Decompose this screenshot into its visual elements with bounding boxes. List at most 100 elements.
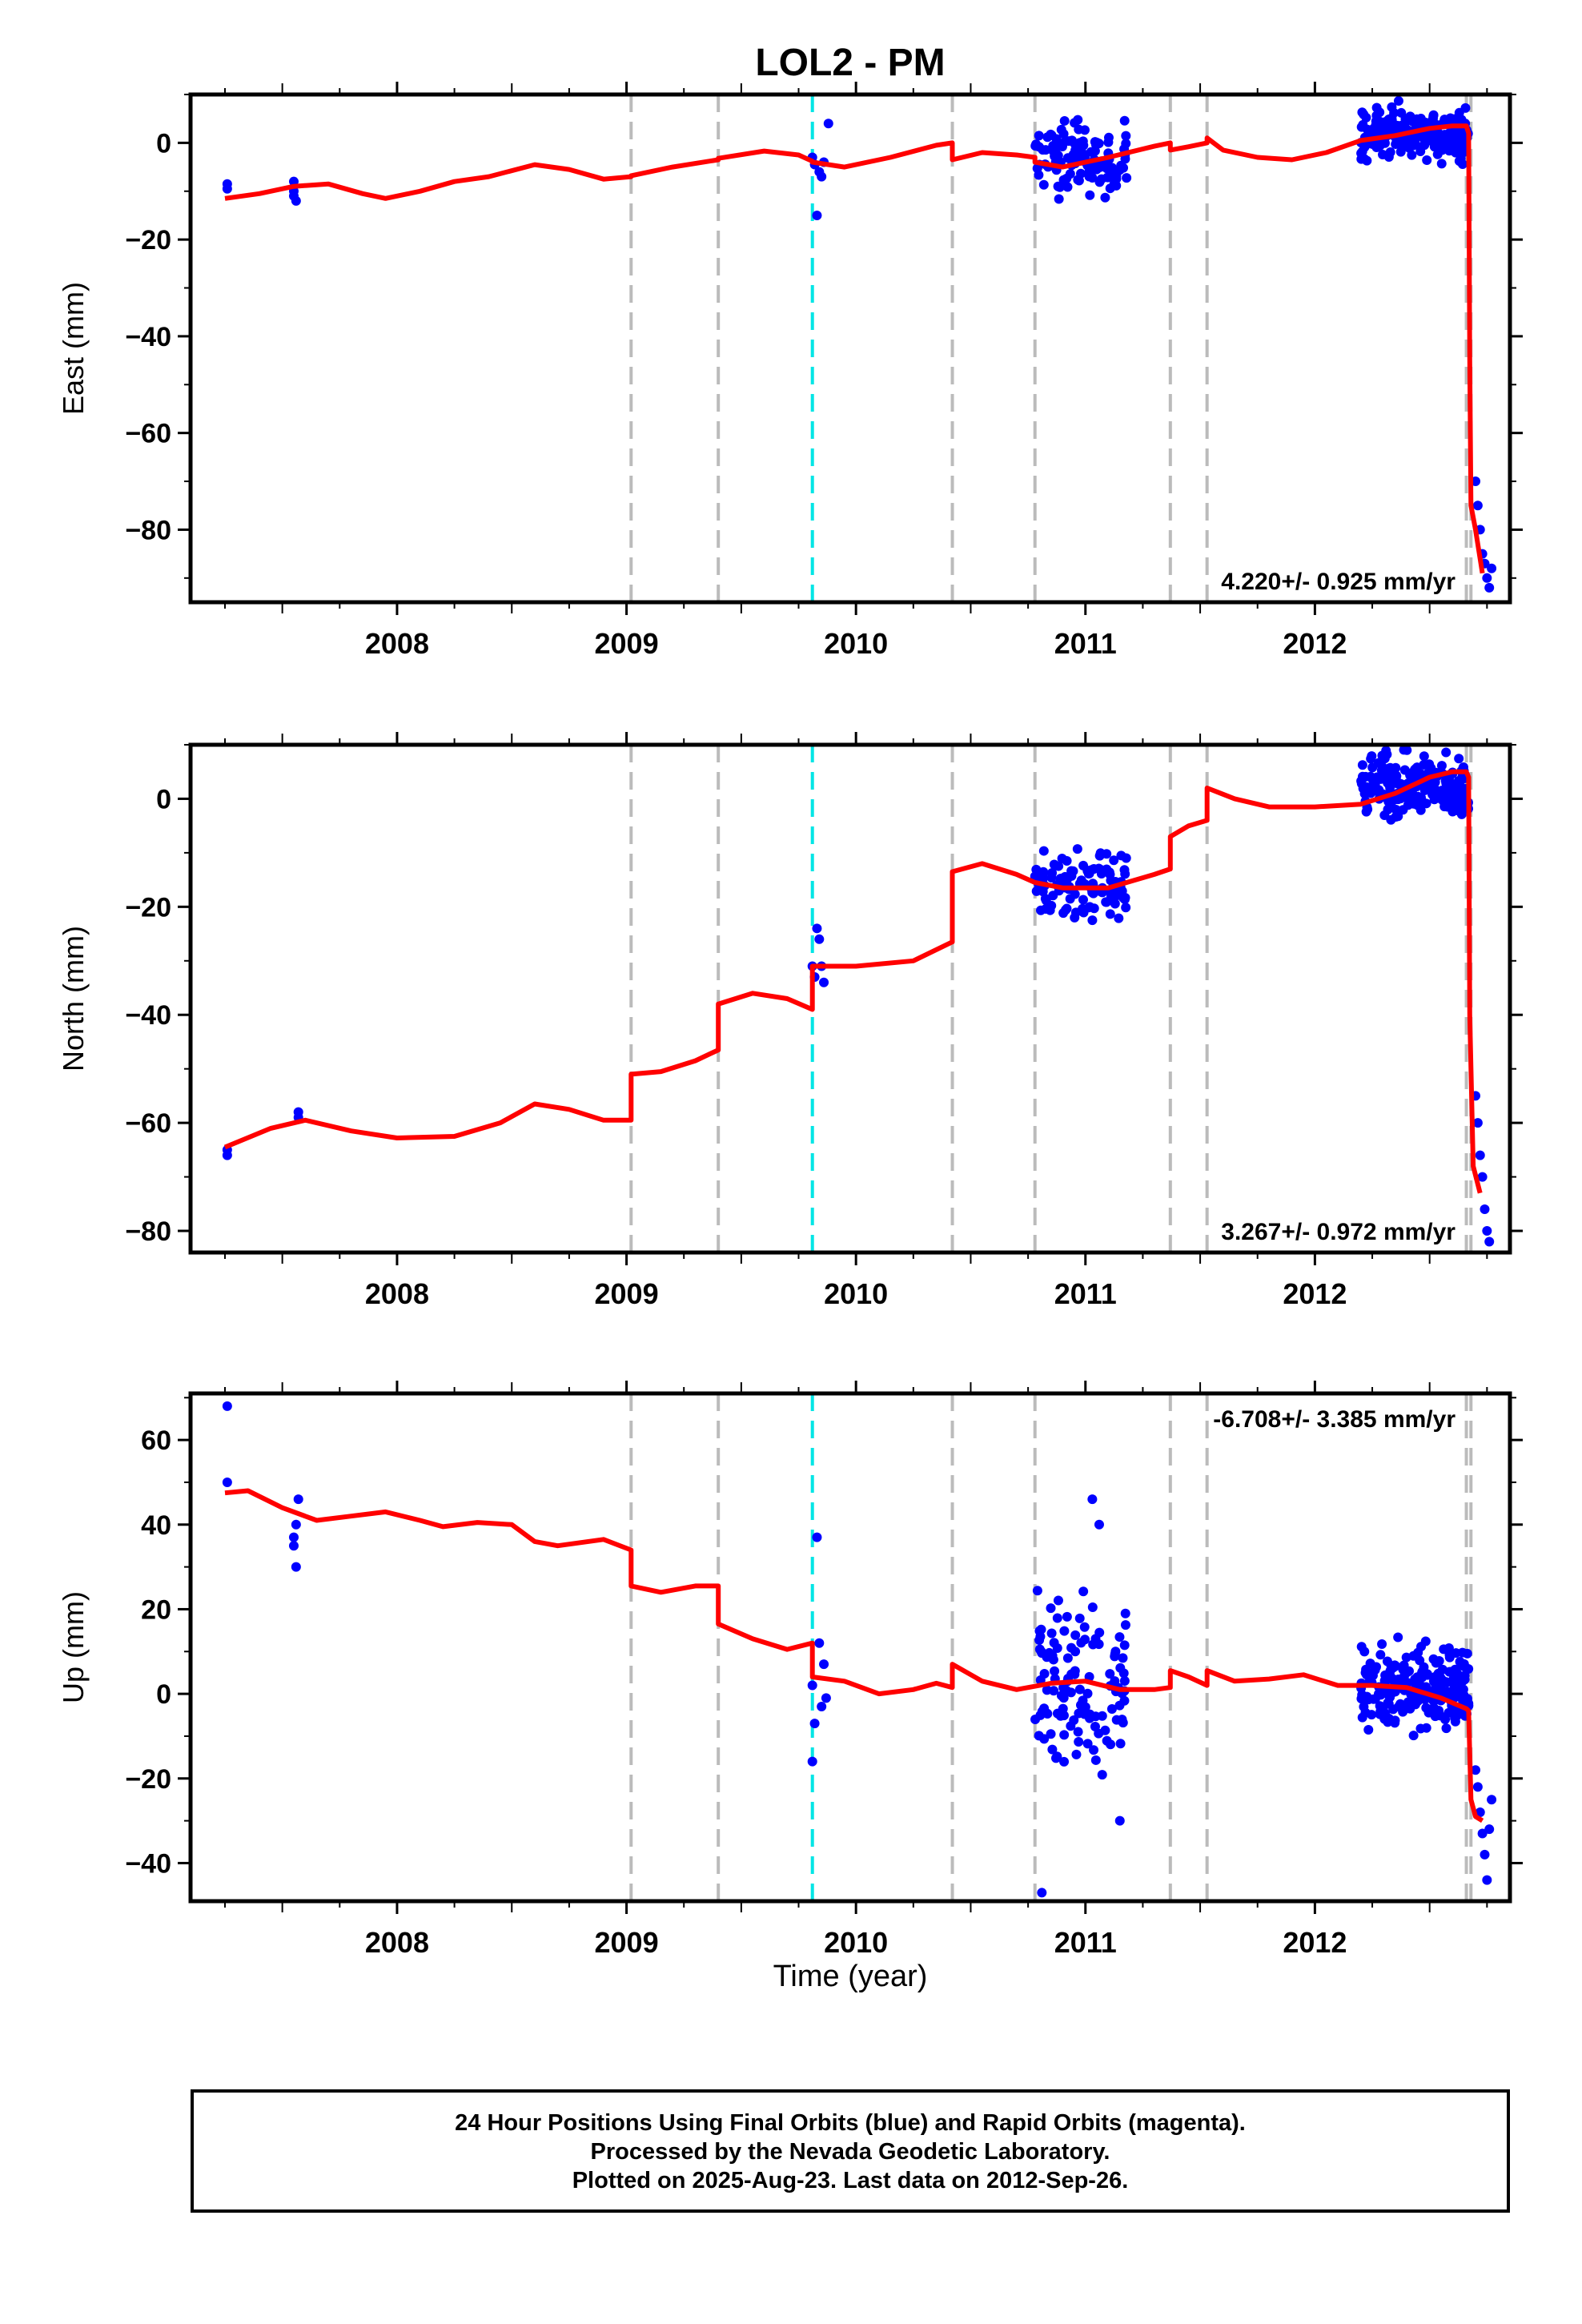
data-point bbox=[1356, 154, 1367, 164]
data-point bbox=[1120, 1608, 1130, 1618]
panels: 0 −20 −40 −60 −80 2008 2009 2010 2011 2012 East (m… bbox=[57, 82, 1523, 1959]
data-point bbox=[1109, 179, 1119, 190]
data-point bbox=[1030, 1715, 1041, 1725]
data-point bbox=[1371, 143, 1382, 153]
data-point bbox=[1039, 1734, 1050, 1744]
data-point bbox=[1106, 891, 1116, 902]
data-point bbox=[823, 119, 833, 129]
data-point bbox=[1071, 1749, 1082, 1759]
data-point bbox=[1441, 747, 1452, 758]
plot-area bbox=[222, 94, 1497, 602]
x-tick-label: 2011 bbox=[1054, 627, 1117, 660]
data-point bbox=[1062, 182, 1073, 192]
data-point bbox=[1062, 1653, 1073, 1663]
data-point bbox=[814, 1638, 825, 1648]
data-point bbox=[1387, 797, 1397, 807]
data-point bbox=[1415, 805, 1426, 815]
data-point bbox=[1042, 1685, 1052, 1695]
data-point bbox=[1090, 139, 1101, 150]
data-point bbox=[1411, 1651, 1422, 1661]
data-point bbox=[1482, 1875, 1492, 1885]
data-point bbox=[1415, 146, 1426, 156]
y-tick-label: 20 bbox=[141, 1594, 171, 1625]
data-point bbox=[1460, 103, 1471, 113]
data-point bbox=[1454, 754, 1464, 764]
data-point bbox=[814, 934, 825, 944]
data-point bbox=[1118, 163, 1129, 173]
y-tick-label: −60 bbox=[125, 1108, 171, 1139]
data-point bbox=[1415, 1723, 1426, 1734]
data-point bbox=[1417, 1672, 1427, 1683]
data-point bbox=[1047, 1744, 1058, 1755]
data-point bbox=[1407, 140, 1418, 151]
data-point bbox=[291, 1519, 301, 1530]
data-point bbox=[1441, 1723, 1452, 1734]
y-tick-label: 60 bbox=[141, 1425, 171, 1456]
data-point bbox=[1436, 159, 1447, 169]
y-tick-label: −40 bbox=[125, 322, 171, 352]
data-point bbox=[1070, 145, 1081, 155]
y-tick-label: 0 bbox=[156, 128, 171, 159]
x-axis-label: Time (year) bbox=[773, 1960, 928, 1993]
data-point bbox=[1111, 1715, 1122, 1725]
data-point bbox=[1361, 1670, 1371, 1680]
data-point bbox=[1403, 790, 1413, 801]
data-point bbox=[1452, 115, 1463, 125]
data-point bbox=[1119, 1676, 1130, 1687]
data-point bbox=[1484, 1236, 1495, 1247]
data-point bbox=[1359, 1647, 1370, 1657]
data-point bbox=[1094, 1627, 1105, 1638]
model-curve bbox=[224, 123, 1485, 574]
data-point bbox=[1456, 802, 1466, 812]
data-point bbox=[1066, 135, 1077, 146]
data-point bbox=[1471, 1765, 1481, 1775]
data-point bbox=[1434, 1706, 1444, 1716]
data-point bbox=[1066, 1687, 1076, 1698]
data-point bbox=[1074, 1737, 1084, 1747]
data-point bbox=[1357, 1712, 1367, 1723]
data-point bbox=[1451, 1680, 1461, 1691]
data-point bbox=[1447, 796, 1458, 806]
data-point bbox=[1365, 1659, 1375, 1669]
data-point bbox=[1102, 172, 1113, 183]
data-point bbox=[1487, 1795, 1497, 1805]
data-point bbox=[1119, 1640, 1130, 1651]
panel-east: 0 −20 −40 −60 −80 2008 2009 2010 2011 2012 East (m… bbox=[57, 82, 1523, 660]
data-point bbox=[1086, 147, 1096, 157]
data-point bbox=[1076, 1700, 1086, 1711]
data-point bbox=[1087, 915, 1098, 926]
data-point bbox=[1119, 895, 1130, 905]
data-point bbox=[1091, 164, 1102, 175]
data-point bbox=[1087, 1602, 1098, 1613]
data-point bbox=[1059, 115, 1070, 126]
data-point bbox=[1073, 115, 1083, 125]
data-point bbox=[1059, 1626, 1070, 1636]
data-point bbox=[1475, 1150, 1485, 1160]
data-point bbox=[1484, 1824, 1495, 1835]
data-point bbox=[1031, 139, 1042, 150]
data-point bbox=[1480, 1204, 1490, 1215]
data-point bbox=[1472, 1782, 1483, 1792]
data-point bbox=[222, 1401, 232, 1411]
data-point bbox=[1357, 760, 1367, 770]
data-point bbox=[1482, 573, 1492, 583]
data-point bbox=[1070, 907, 1081, 918]
data-point bbox=[1434, 141, 1444, 151]
data-point bbox=[1375, 107, 1385, 118]
data-point bbox=[1399, 1660, 1409, 1671]
data-point bbox=[1074, 1708, 1084, 1719]
data-point bbox=[817, 171, 827, 182]
data-point bbox=[1069, 1715, 1079, 1726]
data-point bbox=[1118, 1668, 1129, 1679]
data-point bbox=[222, 183, 232, 194]
data-point bbox=[1065, 169, 1075, 179]
data-point bbox=[1047, 867, 1058, 878]
data-point bbox=[1399, 765, 1410, 775]
data-point bbox=[1415, 113, 1426, 123]
data-point bbox=[1393, 1632, 1403, 1642]
y-tick-label: 0 bbox=[156, 1679, 171, 1710]
data-point bbox=[1391, 762, 1401, 773]
data-point bbox=[1121, 139, 1131, 149]
data-point bbox=[812, 210, 822, 220]
data-point bbox=[1446, 143, 1456, 153]
